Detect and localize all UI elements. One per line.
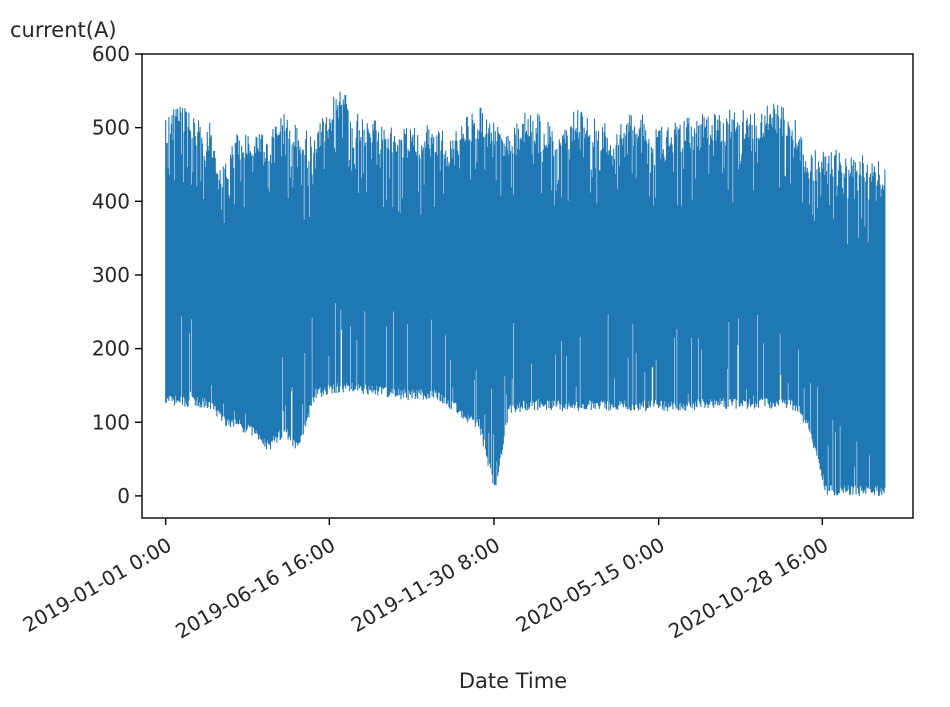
x-tick-label: 2020-05-15 0:00: [512, 533, 669, 638]
x-tick-label: 2019-01-01 0:00: [19, 533, 176, 638]
y-tick-label: 500: [92, 116, 130, 140]
axes-frame: [141, 53, 914, 519]
y-tick-label: 200: [92, 337, 130, 361]
y-tick-label: 300: [92, 263, 130, 287]
plot-area: [165, 91, 886, 496]
x-tick-label: 2019-06-16 16:00: [171, 533, 339, 644]
y-tick-label: 400: [92, 189, 130, 213]
x-axis-label: Date Time: [459, 669, 567, 693]
y-tick-label: 600: [92, 42, 130, 66]
y-axis-label: current(A): [10, 18, 117, 42]
x-tick-label: 2020-10-28 16:00: [664, 533, 832, 644]
y-tick-label: 100: [92, 410, 130, 434]
y-tick-label: 0: [117, 484, 130, 508]
x-tick-label: 2019-11-30 8:00: [347, 533, 504, 638]
series-line-0: [165, 91, 886, 496]
